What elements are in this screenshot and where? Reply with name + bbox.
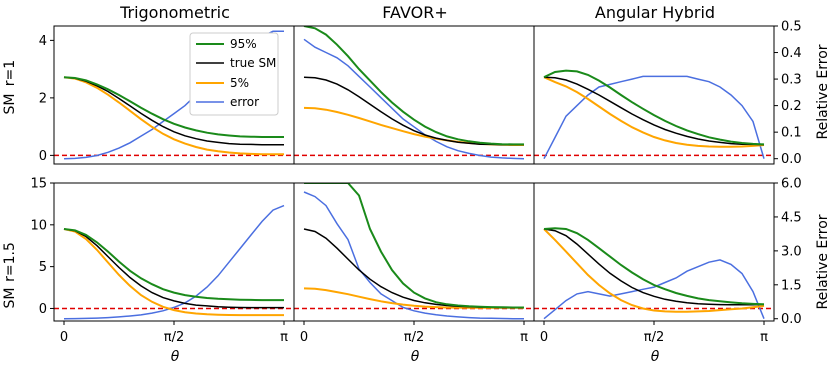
right-y-tick-label: 0.1 — [781, 126, 802, 141]
panel-frame — [533, 25, 775, 165]
right-y-tick-label: 6.0 — [781, 177, 802, 192]
series-p5-line — [303, 287, 524, 309]
x-tick-label: π — [760, 330, 768, 345]
series-true-line — [543, 228, 765, 306]
series-p95-line — [543, 69, 765, 146]
column-title-favor: FAVOR+ — [382, 3, 447, 22]
row-label-r15: r=1.5 — [2, 242, 18, 282]
legend-box — [189, 32, 279, 116]
series-true-line — [543, 76, 765, 146]
series-true-line — [63, 76, 284, 146]
series-p5-line — [543, 76, 765, 148]
series-true-line — [303, 76, 524, 146]
x-tick-label: π — [280, 330, 288, 345]
y-tick-label: 4 — [39, 34, 47, 49]
legend-label-p95: 95% — [230, 37, 257, 51]
legend-label-p5: 5% — [230, 76, 249, 90]
y-tick-label: 10 — [30, 218, 47, 233]
panel-frame — [533, 182, 775, 322]
right-y-tick-label: 0.4 — [781, 46, 802, 61]
x-tick-label: 0 — [300, 330, 308, 345]
y-tick-label: 15 — [30, 177, 47, 192]
series-error-line — [63, 204, 285, 320]
column-title-trigonometric: Trigonometric — [119, 3, 230, 22]
legend-label-true: true SM — [230, 56, 276, 70]
series-p95-line — [63, 76, 284, 138]
y-tick-label: 0 — [39, 149, 47, 164]
series-true-line — [303, 228, 525, 309]
x-tick-label: π — [520, 330, 528, 345]
series-error-line — [543, 259, 765, 320]
y-tick-label: 5 — [39, 260, 47, 275]
series-p5-line — [63, 228, 284, 317]
xlabel-col3: θ — [651, 349, 660, 365]
y-tick-label: 2 — [39, 91, 47, 106]
x-tick-label: π/2 — [164, 330, 184, 345]
right-y-tick-label: 0.3 — [781, 73, 802, 88]
panel-favor-r15 — [294, 183, 534, 320]
row-ylabel-sm-top: SM — [2, 94, 18, 115]
row-label-r1: r=1 — [2, 60, 18, 86]
x-tick-label: 0 — [540, 330, 548, 345]
series-p95-line — [304, 183, 524, 309]
panel-favor-r1 — [294, 26, 534, 160]
column-title-angular-hybrid: Angular Hybrid — [595, 3, 715, 22]
x-tick-label: π/2 — [404, 330, 424, 345]
right-y-tick-label: 1.5 — [781, 278, 802, 293]
xlabel-col2: θ — [411, 349, 420, 365]
x-tick-label: 0 — [60, 330, 68, 345]
right-y-tick-label: 4.5 — [781, 210, 802, 225]
panel-hybrid-r15 — [534, 227, 774, 320]
panel-trig-r15 — [54, 204, 294, 320]
series-p95-line — [543, 227, 765, 306]
right-y-tick-label: 0.2 — [781, 99, 802, 114]
panel-hybrid-r1 — [534, 69, 774, 160]
right-y-tick-label: 0.5 — [781, 20, 802, 35]
series-p95-line — [63, 228, 284, 302]
right-y-tick-label: 0.0 — [781, 312, 802, 327]
series-p5-line — [63, 76, 284, 156]
series-error-line — [543, 75, 765, 160]
legend: 95% true SM 5% error — [189, 32, 279, 116]
right-y-tick-label: 0.0 — [781, 152, 802, 167]
series-p5-line — [543, 228, 765, 313]
right-y-tick-label: 3.0 — [781, 244, 802, 259]
row-ylabel-sm-bottom: SM — [2, 288, 18, 309]
series-true-line — [63, 228, 284, 309]
y-tick-label: 0 — [39, 302, 47, 317]
x-tick-label: π/2 — [644, 330, 664, 345]
right-ylabel-top: Relative Error — [815, 44, 828, 139]
xlabel-col1: θ — [171, 349, 180, 365]
legend-label-error: error — [230, 95, 259, 109]
right-ylabel-bottom: Relative Error — [815, 214, 828, 309]
series-p95-line — [303, 26, 524, 146]
series-error-line — [303, 191, 524, 320]
series-error-line — [303, 38, 525, 160]
